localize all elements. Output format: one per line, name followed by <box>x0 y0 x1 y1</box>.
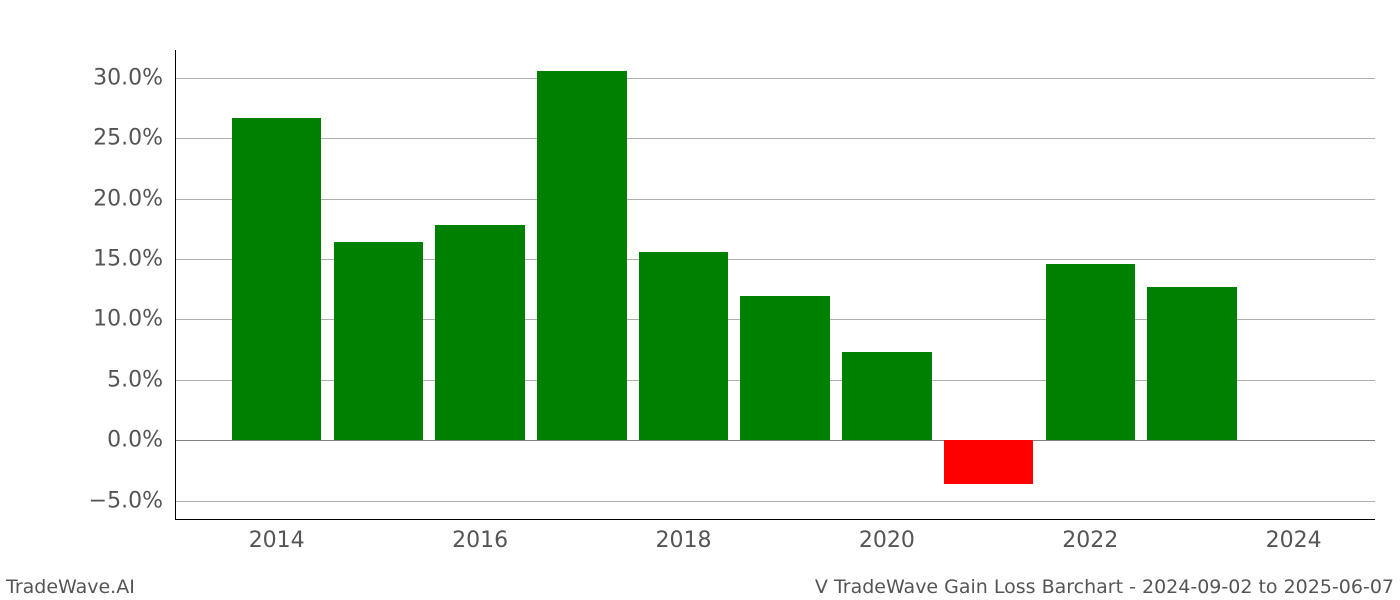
y-tick-label: 10.0% <box>0 307 163 332</box>
gridline <box>175 199 1375 200</box>
bottom-spine <box>175 519 1375 520</box>
gridline <box>175 78 1375 79</box>
y-tick-label: 25.0% <box>0 126 163 151</box>
zero-baseline <box>175 440 1375 441</box>
bar-2017 <box>537 71 626 441</box>
bar-2022 <box>1046 264 1135 440</box>
y-tick-label: 20.0% <box>0 186 163 211</box>
y-tick-label: 15.0% <box>0 247 163 272</box>
gridline <box>175 501 1375 502</box>
x-tick-label: 2024 <box>1266 528 1322 553</box>
chart-container: −5.0% 0.0% 5.0% 10.0% 15.0% 20.0% 25.0% 30.0% 2… <box>0 0 1400 600</box>
x-tick-label: 2018 <box>655 528 711 553</box>
x-tick-label: 2022 <box>1062 528 1118 553</box>
bar-2016 <box>435 225 524 440</box>
bar-2018 <box>639 252 728 440</box>
bar-2020 <box>842 352 931 440</box>
x-tick-label: 2014 <box>249 528 305 553</box>
bar-2023 <box>1147 287 1236 440</box>
footer-left-watermark: TradeWave.AI <box>6 576 135 598</box>
gridline <box>175 138 1375 139</box>
x-tick-label: 2020 <box>859 528 915 553</box>
bar-2014 <box>232 118 321 441</box>
bar-2015 <box>334 242 423 440</box>
left-spine <box>175 50 176 520</box>
plot-area <box>175 50 1375 520</box>
bar-2019 <box>740 296 829 440</box>
y-tick-label: 5.0% <box>0 367 163 392</box>
y-tick-label: 30.0% <box>0 65 163 90</box>
footer-right-caption: V TradeWave Gain Loss Barchart - 2024-09… <box>815 576 1394 598</box>
y-tick-label: −5.0% <box>0 488 163 513</box>
y-tick-label: 0.0% <box>0 428 163 453</box>
bar-2021 <box>944 440 1033 483</box>
x-tick-label: 2016 <box>452 528 508 553</box>
